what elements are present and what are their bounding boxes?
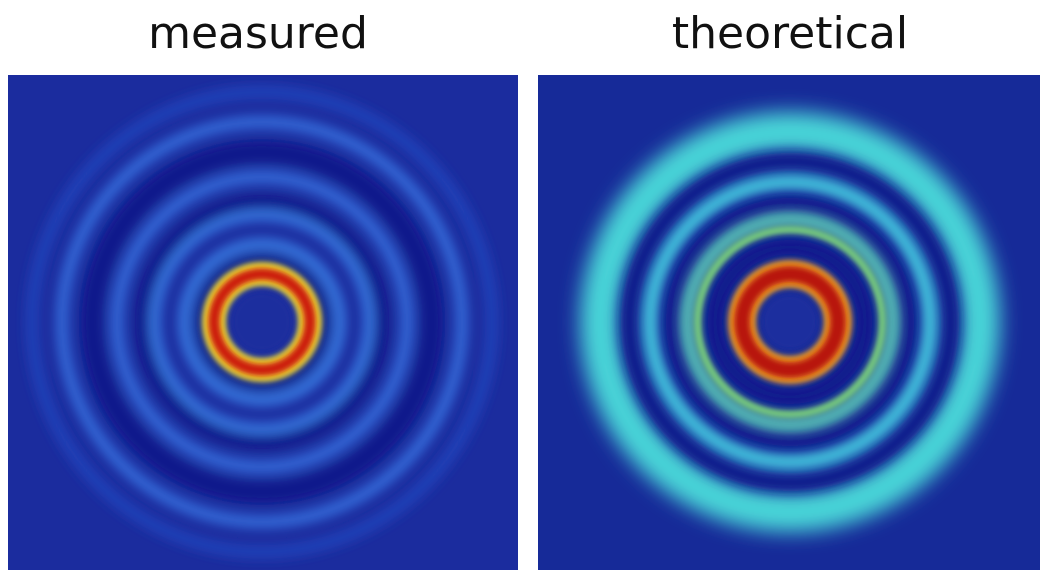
panel-title: theoretical [672,8,908,59]
panel-title: measured [148,8,368,59]
theoretical-image [538,75,1040,570]
measured-image [8,75,518,570]
